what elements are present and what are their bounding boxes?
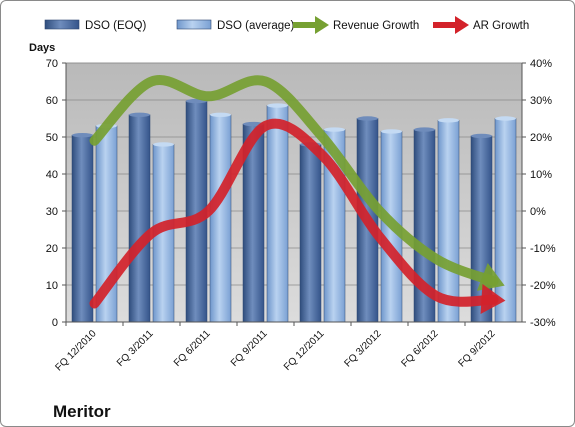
y2-tick-label: 40%	[530, 58, 552, 70]
x-tick-labels: FQ 12/2010 FQ 3/2011 FQ 6/2011 FQ 9/2011 FQ …	[53, 322, 498, 373]
x-tick-label: FQ 6/2012	[399, 328, 440, 369]
y-tick-label: 20	[46, 243, 58, 255]
series-line	[89, 75, 499, 287]
y-tick-label: 70	[46, 58, 58, 70]
legend-swatch	[44, 19, 80, 30]
bar	[209, 114, 232, 323]
bar-series	[71, 98, 517, 323]
x-tick-label: FQ 9/2012	[456, 328, 497, 369]
bar-cap	[471, 133, 492, 139]
bar	[494, 118, 517, 323]
legend-swatch-arrow	[315, 16, 329, 34]
bar	[437, 120, 460, 323]
y-tick-label: 30	[46, 206, 58, 218]
x-tick-label: FQ 3/2011	[115, 328, 156, 369]
y-tick-label: 10	[46, 280, 58, 292]
chart-title: Meritor	[53, 402, 111, 421]
bar	[266, 105, 289, 323]
line-series	[89, 75, 506, 314]
y-axis-label: Days	[29, 42, 55, 54]
bar	[128, 114, 151, 323]
legend-swatch	[176, 19, 212, 30]
y-tick-label: 40	[46, 169, 58, 181]
y2-tick-label: 10%	[530, 169, 552, 181]
bar-cap	[72, 132, 93, 138]
y2-tick-label: 30%	[530, 95, 552, 107]
series-line	[89, 118, 499, 309]
bar-cap	[381, 129, 402, 134]
bar-cap	[267, 103, 288, 108]
y2-tick-label: -20%	[530, 280, 556, 292]
y2-tick-label: 20%	[530, 132, 552, 144]
x-tick-label: FQ 12/2010	[53, 328, 98, 373]
x-tick-label: FQ 9/2011	[229, 328, 270, 369]
legend: DSO (EOQ) DSO (average) Revenue Growth AR G…	[44, 16, 529, 34]
bar	[71, 134, 94, 323]
x-tick-label: FQ 12/2011	[282, 328, 327, 373]
x-tick-label: FQ 3/2012	[342, 328, 383, 369]
bar-cap	[414, 127, 435, 132]
legend-label: DSO (average)	[217, 20, 295, 32]
x-tick-label: FQ 6/2011	[172, 328, 213, 369]
legend-label: DSO (EOQ)	[85, 20, 147, 32]
bar-cap	[357, 116, 378, 121]
series-arrowhead	[480, 284, 506, 314]
y2-tick-label: -30%	[530, 317, 556, 329]
y2-tick-label: 0%	[530, 206, 546, 218]
bar-cap	[438, 118, 459, 123]
series-arrowhead	[476, 262, 505, 291]
y2-tick-label: -10%	[530, 243, 556, 255]
y-tick-labels-right: -30% -20% -10% 0% 10% 20% 30% 40%	[522, 58, 556, 329]
y-tick-label: 0	[52, 317, 58, 329]
bar-cap	[495, 116, 516, 121]
bar-cap	[324, 127, 345, 132]
legend-label: AR Growth	[473, 20, 529, 32]
legend-label: Revenue Growth	[333, 20, 419, 32]
bar-cap	[153, 142, 174, 147]
legend-swatch-arrow	[455, 16, 469, 34]
bar-cap	[210, 112, 231, 118]
bar-cap	[129, 112, 150, 118]
y-tick-label: 60	[46, 95, 58, 107]
y-tick-label: 50	[46, 132, 58, 144]
y-tick-labels-left: 0 10 20 30 40 50 60 70	[46, 58, 66, 329]
bar	[299, 144, 322, 323]
